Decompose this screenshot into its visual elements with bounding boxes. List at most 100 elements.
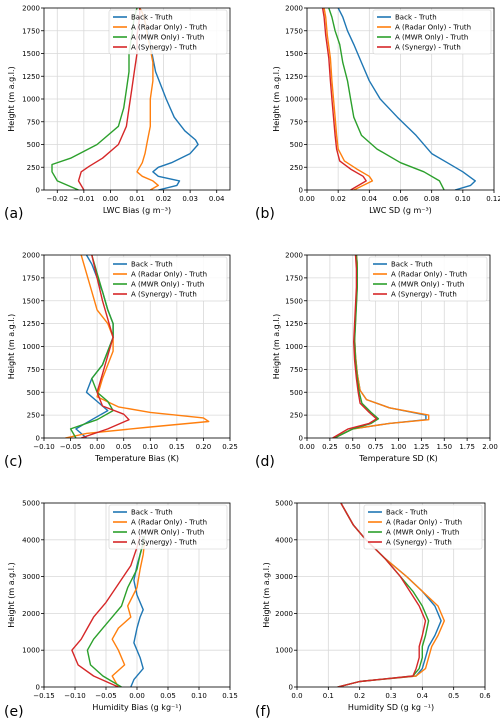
y-tick-label: 1000 — [22, 647, 40, 655]
y-tick-label: 1000 — [285, 343, 303, 351]
series-line-radar — [111, 535, 146, 687]
y-tick-label: 1000 — [275, 647, 293, 655]
y-tick-label: 1750 — [285, 274, 303, 282]
y-tick-label: 1250 — [22, 73, 40, 81]
x-tick-label: 0.10 — [142, 443, 158, 451]
x-tick-label: 0.00 — [299, 443, 315, 451]
legend-label: A (MWR Only) - Truth — [391, 281, 464, 289]
y-tick-label: 500 — [290, 389, 303, 397]
legend: Back - Truth A (Radar Only) - Truth A (MWR… — [108, 256, 228, 302]
series-line-mwr — [334, 255, 380, 438]
y-tick-label: 1750 — [22, 27, 40, 35]
legend-box — [108, 256, 228, 302]
x-tick-label: 2.00 — [482, 443, 498, 451]
legend-label: Back - Truth — [391, 261, 433, 269]
y-tick-label: 0 — [299, 187, 303, 195]
x-tick-label: 0.1 — [323, 692, 334, 700]
y-tick-label: 1750 — [285, 27, 303, 35]
x-tick-label: 0.00 — [89, 443, 105, 451]
legend: Back - Truth A (Radar Only) - Truth A (MWR… — [108, 504, 228, 550]
x-tick-label: 0.10 — [191, 692, 207, 700]
y-tick-label: 1500 — [285, 297, 303, 305]
y-tick-label: 4000 — [275, 536, 293, 544]
panel-letter: (b) — [255, 206, 275, 222]
y-tick-label: 2000 — [22, 5, 40, 13]
x-tick-label: 0.02 — [330, 195, 346, 203]
x-tick-label: −0.10 — [33, 443, 54, 451]
x-axis-label: Humidity Bias (g kg⁻¹) — [92, 703, 181, 712]
y-tick-label: 500 — [27, 389, 40, 397]
x-tick-label: 0.0 — [291, 692, 302, 700]
y-tick-label: 250 — [290, 412, 303, 420]
legend-label: A (Synergy) - Truth — [386, 539, 452, 547]
y-tick-label: 1000 — [285, 96, 303, 104]
x-tick-label: 0.05 — [160, 692, 176, 700]
y-tick-label: 250 — [27, 412, 40, 420]
x-tick-label: 1.00 — [391, 443, 407, 451]
legend-label: Back - Truth — [131, 14, 173, 22]
y-tick-label: 2000 — [285, 252, 303, 260]
x-tick-label: −0.15 — [33, 692, 54, 700]
x-tick-label: 0.06 — [393, 195, 409, 203]
panel-letter: (e) — [4, 704, 24, 720]
y-tick-label: 0 — [289, 684, 293, 692]
x-tick-label: 0.4 — [417, 692, 429, 700]
x-tick-label: 0.25 — [322, 443, 338, 451]
legend: Back - Truth A (Radar Only) - Truth A (MWR… — [108, 9, 228, 55]
legend-label: Back - Truth — [395, 14, 437, 22]
legend-label: A (MWR Only) - Truth — [131, 34, 204, 42]
legend: Back - Truth A (Radar Only) - Truth A (MWR… — [372, 9, 492, 55]
x-tick-label: −0.10 — [64, 692, 85, 700]
y-axis-label: Height (m a.g.l.) — [7, 314, 16, 379]
series-line-synergy — [332, 255, 378, 438]
x-tick-label: 0.12 — [486, 195, 500, 203]
y-tick-label: 4000 — [22, 536, 40, 544]
y-axis-label: Height (m a.g.l.) — [272, 314, 281, 379]
legend: Back - Truth A (Radar Only) - Truth A (MWR… — [368, 256, 488, 302]
x-axis-label: Temperature Bias (K) — [94, 454, 179, 463]
x-tick-label: −0.02 — [47, 195, 68, 203]
x-tick-label: 0.2 — [354, 692, 365, 700]
legend-label: A (MWR Only) - Truth — [131, 529, 204, 537]
series-line-synergy — [71, 535, 141, 687]
x-axis-label: LWC SD (g m⁻³) — [369, 206, 432, 215]
y-tick-label: 1500 — [22, 50, 40, 58]
chart-panel: −0.15 −0.10 −0.05 0.00 0.05 0.10 0.15 0 1000 2000… — [4, 500, 238, 721]
x-tick-label: 0.50 — [345, 443, 361, 451]
series-line-mwr — [69, 255, 114, 438]
y-tick-label: 1000 — [22, 343, 40, 351]
chart-panel: 0.0 0.1 0.2 0.3 0.4 0.5 0.6 0 1000 2000 3000 4000 50… — [255, 500, 491, 721]
y-tick-label: 750 — [27, 366, 40, 374]
x-tick-label: 0.03 — [182, 195, 198, 203]
y-tick-label: 0 — [36, 684, 40, 692]
y-tick-label: 750 — [27, 118, 40, 126]
legend-label: A (Radar Only) - Truth — [391, 271, 467, 279]
legend-label: Back - Truth — [131, 261, 173, 269]
y-tick-label: 5000 — [22, 500, 40, 508]
x-axis-label: LWC Bias (g m⁻³) — [103, 206, 171, 215]
x-tick-label: 0.00 — [129, 692, 145, 700]
x-tick-label: 0.08 — [424, 195, 440, 203]
series-line-mwr — [86, 535, 146, 687]
y-tick-label: 1250 — [285, 320, 303, 328]
series-line-radar — [65, 255, 210, 438]
legend-box — [363, 504, 483, 550]
y-axis-label: Height (m a.g.l.) — [7, 66, 16, 131]
x-tick-label: 0.04 — [209, 195, 225, 203]
series-line-mwr — [328, 8, 445, 190]
x-tick-label: 1.75 — [459, 443, 475, 451]
legend-label: A (Radar Only) - Truth — [386, 519, 462, 527]
y-tick-label: 1000 — [22, 96, 40, 104]
legend-label: Back - Truth — [131, 509, 173, 517]
y-tick-label: 3000 — [275, 573, 293, 581]
chart-panel: 0.00 0.02 0.04 0.06 0.08 0.10 0.12 0 250 500 750 10… — [255, 5, 500, 223]
x-tick-label: 0.3 — [385, 692, 396, 700]
x-tick-label: 0.10 — [455, 195, 471, 203]
x-tick-label: −0.05 — [95, 692, 116, 700]
x-tick-label: 0.04 — [362, 195, 378, 203]
y-tick-label: 2000 — [22, 252, 40, 260]
y-tick-label: 500 — [290, 141, 303, 149]
y-tick-label: 1250 — [22, 320, 40, 328]
x-tick-label: 1.25 — [414, 443, 430, 451]
legend-box — [368, 256, 488, 302]
